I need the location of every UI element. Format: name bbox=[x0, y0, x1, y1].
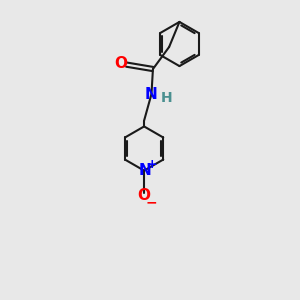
Text: O: O bbox=[138, 188, 151, 203]
Text: N: N bbox=[138, 163, 151, 178]
Text: +: + bbox=[147, 158, 158, 171]
Text: N: N bbox=[145, 87, 158, 102]
Text: H: H bbox=[160, 92, 172, 106]
Text: −: − bbox=[146, 195, 157, 209]
Text: O: O bbox=[115, 56, 128, 70]
